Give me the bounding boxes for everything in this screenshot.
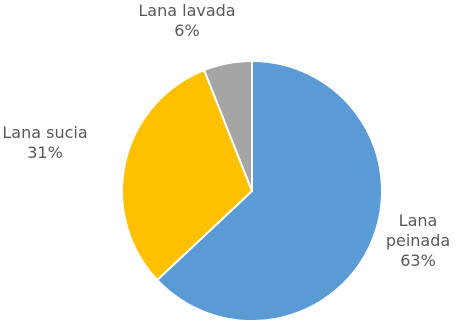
pie-slice-lana-peinada [156,60,383,322]
pie-labels: Lana peinada 63% Lana sucia 31% Lana lavada 6% [2,1,450,270]
slice-category-label: peinada [386,231,450,250]
slice-percent-label: 6% [174,21,199,40]
slice-category-label: Lana lavada [138,1,235,20]
slice-category-label: Lana sucia [2,123,87,142]
pie-slice-lana-lavada [203,60,253,192]
pie-slices [121,60,383,322]
slice-percent-label: 31% [27,143,63,162]
slice-percent-label: 63% [400,251,436,270]
slice-label-lana-lavada: Lana lavada 6% [138,1,235,40]
slice-category-label: Lana [399,211,438,230]
slice-label-lana-sucia: Lana sucia 31% [2,123,87,162]
slice-label-lana-peinada: Lana peinada 63% [386,211,450,270]
pie-slice-lana-sucia [121,69,253,281]
